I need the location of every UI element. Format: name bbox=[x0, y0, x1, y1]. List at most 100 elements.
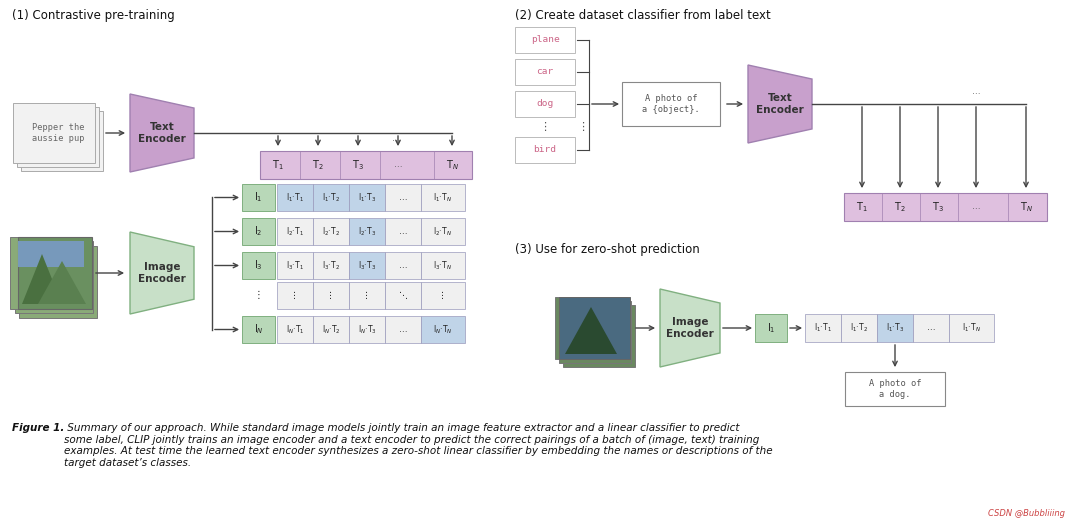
Text: Text
Encoder: Text Encoder bbox=[138, 122, 186, 144]
FancyBboxPatch shape bbox=[14, 242, 93, 313]
FancyBboxPatch shape bbox=[515, 27, 575, 53]
FancyBboxPatch shape bbox=[421, 252, 465, 279]
FancyBboxPatch shape bbox=[349, 316, 384, 343]
FancyBboxPatch shape bbox=[421, 316, 465, 343]
Text: T$_2$: T$_2$ bbox=[312, 158, 324, 172]
FancyBboxPatch shape bbox=[349, 282, 384, 309]
FancyBboxPatch shape bbox=[515, 137, 575, 163]
Polygon shape bbox=[565, 307, 617, 354]
Text: Figure 1.: Figure 1. bbox=[12, 423, 65, 433]
Text: ⋮: ⋮ bbox=[291, 291, 299, 300]
FancyBboxPatch shape bbox=[276, 316, 313, 343]
Polygon shape bbox=[660, 289, 720, 367]
FancyBboxPatch shape bbox=[559, 301, 631, 363]
Text: ...: ... bbox=[399, 227, 407, 236]
FancyBboxPatch shape bbox=[242, 316, 275, 343]
Text: ⋮: ⋮ bbox=[254, 290, 264, 301]
FancyBboxPatch shape bbox=[555, 297, 627, 359]
Text: Image
Encoder: Image Encoder bbox=[138, 262, 186, 284]
FancyBboxPatch shape bbox=[421, 218, 465, 245]
Text: bird: bird bbox=[534, 145, 556, 155]
FancyBboxPatch shape bbox=[877, 314, 913, 342]
FancyBboxPatch shape bbox=[913, 314, 949, 342]
Text: (2) Create dataset classifier from label text: (2) Create dataset classifier from label… bbox=[515, 9, 771, 22]
FancyBboxPatch shape bbox=[384, 184, 421, 211]
Text: T$_2$: T$_2$ bbox=[894, 200, 906, 214]
FancyBboxPatch shape bbox=[10, 237, 87, 309]
Text: ...: ... bbox=[399, 325, 407, 334]
Text: I$_N$·T$_1$: I$_N$·T$_1$ bbox=[286, 323, 305, 336]
Text: Summary of our approach. While standard image models jointly train an image feat: Summary of our approach. While standard … bbox=[64, 423, 772, 468]
Text: I$_N$·T$_2$: I$_N$·T$_2$ bbox=[322, 323, 340, 336]
FancyBboxPatch shape bbox=[276, 218, 313, 245]
Text: T$_N$: T$_N$ bbox=[1020, 200, 1032, 214]
Text: (3) Use for zero-shot prediction: (3) Use for zero-shot prediction bbox=[515, 243, 700, 256]
FancyBboxPatch shape bbox=[384, 282, 421, 309]
FancyBboxPatch shape bbox=[349, 218, 384, 245]
FancyBboxPatch shape bbox=[242, 184, 275, 211]
Text: I$_1$: I$_1$ bbox=[767, 321, 775, 335]
Text: I$_3$·T$_3$: I$_3$·T$_3$ bbox=[357, 259, 376, 272]
Text: T$_3$: T$_3$ bbox=[932, 200, 944, 214]
FancyBboxPatch shape bbox=[845, 372, 945, 406]
Text: T$_3$: T$_3$ bbox=[352, 158, 364, 172]
FancyBboxPatch shape bbox=[313, 316, 349, 343]
Text: I$_2$: I$_2$ bbox=[254, 225, 262, 238]
FancyBboxPatch shape bbox=[843, 193, 1047, 221]
Text: I$_N$·T$_3$: I$_N$·T$_3$ bbox=[357, 323, 377, 336]
FancyBboxPatch shape bbox=[949, 314, 994, 342]
Polygon shape bbox=[130, 94, 194, 172]
FancyBboxPatch shape bbox=[559, 297, 630, 359]
Text: T$_1$: T$_1$ bbox=[856, 200, 868, 214]
Text: I$_2$·T$_N$: I$_2$·T$_N$ bbox=[433, 225, 453, 238]
Text: I$_3$: I$_3$ bbox=[254, 259, 262, 272]
Text: ...: ... bbox=[394, 160, 403, 169]
Text: T$_1$: T$_1$ bbox=[272, 158, 284, 172]
FancyBboxPatch shape bbox=[515, 91, 575, 117]
Text: CSDN @Bubbliiing: CSDN @Bubbliiing bbox=[988, 509, 1065, 518]
Text: dog: dog bbox=[537, 99, 554, 108]
Text: I$_1$·T$_N$: I$_1$·T$_N$ bbox=[962, 322, 981, 334]
Text: I$_N$: I$_N$ bbox=[254, 323, 264, 337]
Text: plane: plane bbox=[530, 36, 559, 45]
FancyBboxPatch shape bbox=[384, 252, 421, 279]
Text: ⋮: ⋮ bbox=[578, 122, 589, 132]
FancyBboxPatch shape bbox=[18, 241, 84, 267]
FancyBboxPatch shape bbox=[805, 314, 841, 342]
Text: Image
Encoder: Image Encoder bbox=[666, 317, 714, 339]
FancyBboxPatch shape bbox=[242, 218, 275, 245]
FancyBboxPatch shape bbox=[260, 151, 472, 179]
FancyBboxPatch shape bbox=[421, 282, 465, 309]
FancyBboxPatch shape bbox=[515, 59, 575, 85]
Text: ...: ... bbox=[399, 261, 407, 270]
FancyBboxPatch shape bbox=[563, 305, 635, 367]
Text: I$_1$·T$_N$: I$_1$·T$_N$ bbox=[433, 191, 453, 204]
Text: I$_2$·T$_2$: I$_2$·T$_2$ bbox=[322, 225, 340, 238]
Text: ...: ... bbox=[399, 193, 407, 202]
Polygon shape bbox=[22, 254, 62, 304]
Text: ⋮: ⋮ bbox=[326, 291, 336, 300]
Polygon shape bbox=[748, 65, 812, 143]
Text: ...: ... bbox=[972, 202, 981, 211]
Text: ⋮: ⋮ bbox=[539, 122, 551, 132]
Text: I$_1$·T$_1$: I$_1$·T$_1$ bbox=[814, 322, 832, 334]
FancyBboxPatch shape bbox=[622, 82, 720, 126]
FancyBboxPatch shape bbox=[276, 282, 313, 309]
FancyBboxPatch shape bbox=[313, 252, 349, 279]
FancyBboxPatch shape bbox=[841, 314, 877, 342]
Text: ⋮: ⋮ bbox=[438, 291, 447, 300]
Text: I$_N$·T$_N$: I$_N$·T$_N$ bbox=[433, 323, 453, 336]
FancyBboxPatch shape bbox=[18, 237, 92, 309]
FancyBboxPatch shape bbox=[755, 314, 787, 342]
Text: I$_1$·T$_3$: I$_1$·T$_3$ bbox=[357, 191, 376, 204]
Text: car: car bbox=[537, 67, 554, 76]
Text: I$_3$·T$_2$: I$_3$·T$_2$ bbox=[322, 259, 340, 272]
Text: A photo of
a {object}.: A photo of a {object}. bbox=[643, 94, 700, 114]
Text: (1) Contrastive pre-training: (1) Contrastive pre-training bbox=[12, 9, 175, 22]
FancyBboxPatch shape bbox=[349, 184, 384, 211]
Text: ⋮: ⋮ bbox=[363, 291, 372, 300]
FancyBboxPatch shape bbox=[313, 282, 349, 309]
Text: I$_2$·T$_1$: I$_2$·T$_1$ bbox=[286, 225, 303, 238]
FancyBboxPatch shape bbox=[21, 111, 103, 171]
Text: ...: ... bbox=[392, 134, 401, 143]
